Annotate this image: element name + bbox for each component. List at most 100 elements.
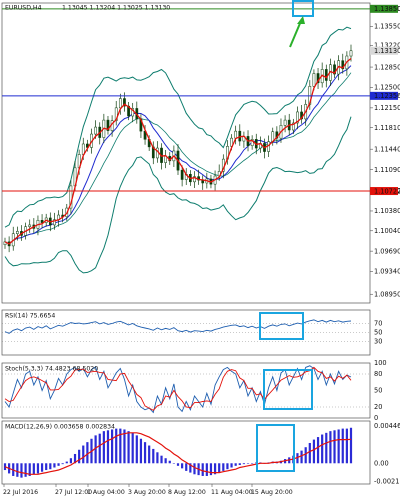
price-tick-label: 1.13550 — [374, 23, 400, 31]
macd-histogram-bar — [24, 463, 27, 477]
macd-histogram-bar — [110, 429, 114, 464]
candle-body — [94, 126, 97, 135]
macd-histogram-bar — [176, 463, 180, 466]
macd-histogram-bar — [160, 455, 163, 464]
trend-arrow-head — [297, 16, 305, 24]
macd-frame — [1, 420, 371, 485]
macd-histogram-bar — [218, 463, 221, 473]
macd-histogram-bar — [119, 428, 122, 464]
price-tick-label: 1.12850 — [374, 63, 400, 71]
macd-histogram-bar — [36, 463, 40, 474]
candle-body — [349, 50, 353, 57]
candle-body — [81, 143, 85, 155]
macd-histogram-bar — [156, 452, 159, 464]
price-tick-label: 1.10380 — [374, 207, 400, 215]
candle-body — [123, 98, 126, 107]
macd-histogram-bar — [32, 463, 35, 475]
symbol-label: EURUSD,H4 — [5, 5, 42, 12]
candle-body — [193, 176, 196, 183]
time-tick-label: 27 Jul 12:00 — [55, 489, 92, 496]
macd-panel: 0.00446 0.00 -0.00215 MACD(12,26,9) 0.00365… — [1, 420, 400, 486]
candle-body — [106, 119, 110, 131]
candle-body — [324, 69, 328, 81]
macd-histogram-bar — [316, 437, 320, 464]
rsi-tick-label: 30 — [374, 338, 382, 346]
rsi-highlight-box — [259, 312, 304, 340]
macd-histogram-bar — [45, 463, 48, 471]
macd-histogram-bar — [40, 463, 44, 472]
macd-histogram-bar — [325, 432, 328, 464]
candle-body — [250, 139, 254, 146]
price-tick-label: 1.10040 — [374, 227, 400, 235]
price-tick-label: 1.13220 — [374, 42, 400, 50]
macd-histogram-bar — [61, 463, 64, 465]
candle-body — [118, 98, 122, 109]
bollinger-lower-line — [4, 116, 352, 274]
candle-body — [296, 111, 299, 124]
price-tick-label: 1.12150 — [374, 104, 400, 112]
price-tick-label: 1.11440 — [374, 145, 400, 153]
price-level-label: 1.13130 — [374, 47, 400, 55]
macd-histogram-bar — [148, 445, 151, 464]
price-tick-label: 1.09690 — [374, 247, 400, 255]
candle-body — [234, 130, 238, 139]
price-tick-label: 1.11090 — [374, 166, 400, 174]
stochastic-signal-line — [4, 366, 352, 411]
stochastic-label: Stoch(5,3,3) 74.4823 68.5020 — [5, 366, 98, 373]
macd-histogram-bar — [164, 458, 167, 464]
macd-histogram-bar — [234, 463, 237, 466]
macd-histogram-bar — [185, 463, 188, 471]
macd-histogram-bar — [78, 449, 81, 464]
time-tick-label: 3 Aug 20:00 — [128, 489, 166, 496]
macd-highlight-box — [256, 424, 295, 472]
price-tick-label: 1.08950 — [374, 290, 400, 298]
stochastic-tick-label: 80 — [374, 370, 382, 378]
macd-histogram-bar — [213, 463, 217, 475]
rsi-tick-label: 50 — [374, 329, 382, 337]
bollinger-upper-line — [4, 26, 352, 228]
macd-tick-label: -0.00215 — [374, 478, 400, 486]
candle-body — [180, 169, 184, 180]
macd-histogram-bar — [230, 463, 233, 468]
macd-histogram-bar — [98, 433, 101, 464]
macd-histogram-bar — [321, 434, 324, 464]
macd-histogram-bar — [115, 428, 118, 464]
macd-histogram-bar — [246, 463, 250, 464]
candle-body — [316, 73, 320, 84]
candle-body — [114, 107, 118, 121]
macd-histogram-bar — [102, 431, 105, 464]
candle-body — [333, 64, 336, 75]
macd-histogram-bar — [131, 432, 134, 464]
macd-histogram-bar — [86, 442, 89, 464]
macd-histogram-bar — [304, 447, 307, 464]
macd-histogram-bar — [349, 427, 353, 464]
stochastic-highlight-box — [263, 369, 313, 410]
macd-histogram-bar — [189, 463, 192, 473]
price-tick-label: 1.09340 — [374, 268, 400, 276]
stochastic-panel: 100 80 50 20 0 Stoch(5,3,3) 74.4823 68.5020 — [1, 359, 387, 422]
macd-histogram-bar — [222, 463, 225, 471]
price-level-tag — [370, 46, 398, 55]
macd-signal-line — [4, 432, 352, 475]
stochastic-tick-label: 50 — [374, 387, 382, 395]
trend-arrow-line — [289, 20, 302, 48]
macd-histogram-bar — [251, 463, 254, 464]
moving-average-red-line — [4, 57, 352, 245]
macd-histogram-bar — [139, 438, 143, 464]
stochastic-frame — [1, 362, 371, 419]
price-level-tag — [370, 187, 398, 196]
price-level-tag — [370, 4, 398, 13]
time-tick-label: 22 Jul 2016 — [3, 489, 38, 496]
macd-histogram-bar — [296, 453, 299, 464]
macd-histogram-bar — [209, 463, 213, 476]
ohlc-readout: 1.13045 1.13204 1.13025 1.13130 — [62, 5, 170, 12]
macd-histogram-bar — [238, 463, 241, 465]
macd-histogram-bar — [345, 428, 348, 464]
macd-histogram-bar — [333, 430, 336, 464]
macd-histogram-bar — [143, 442, 147, 464]
macd-histogram-bar — [172, 463, 175, 464]
candle-body — [16, 231, 19, 234]
macd-histogram-bar — [135, 435, 138, 464]
price-level-tag — [370, 91, 398, 100]
